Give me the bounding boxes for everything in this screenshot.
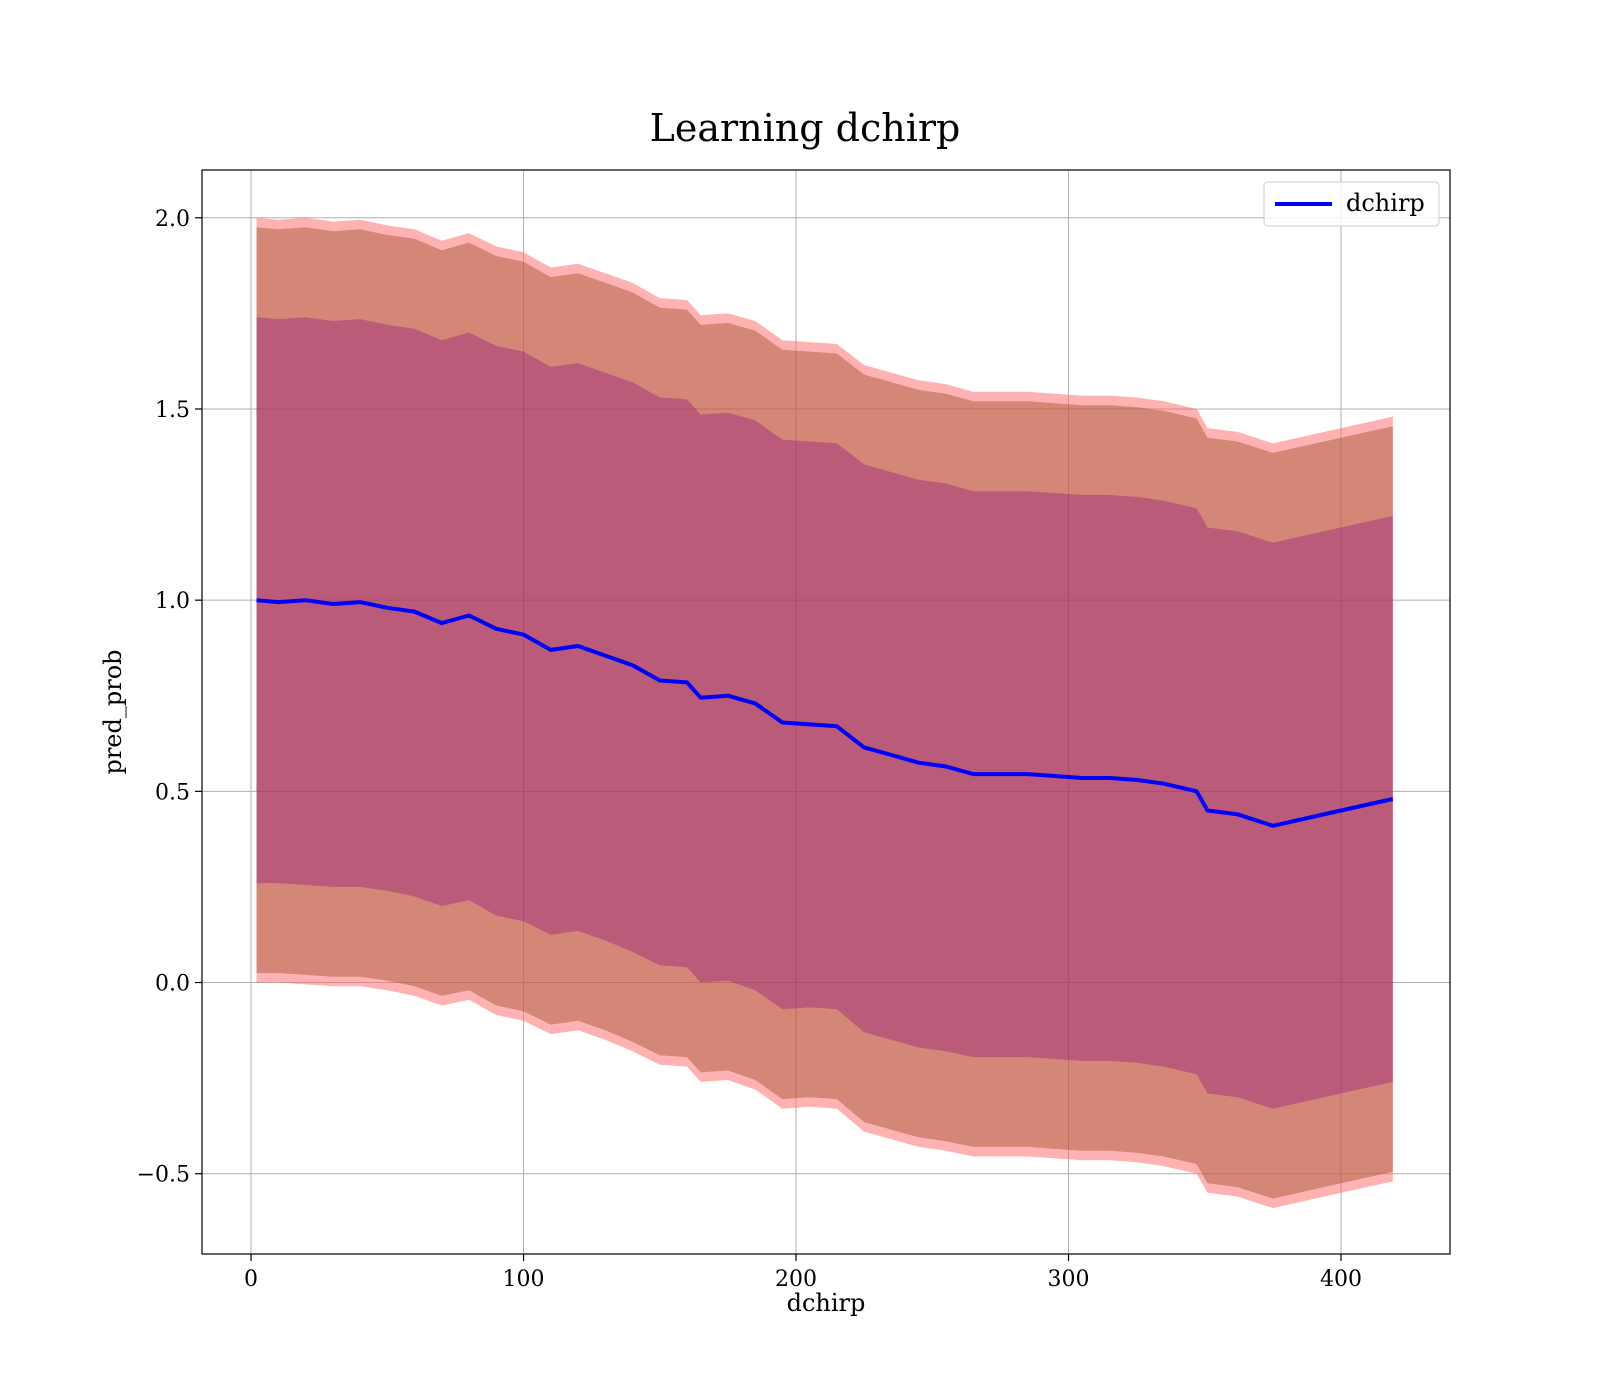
legend-entry-dchirp: dchirp bbox=[1346, 189, 1425, 217]
band-inner bbox=[256, 317, 1393, 1109]
y-tick-label-0: −0.5 bbox=[137, 1163, 190, 1188]
legend: dchirp bbox=[1263, 181, 1440, 227]
y-tick-label-3: 1.0 bbox=[155, 589, 190, 614]
chart-title: Learning dchirp bbox=[650, 106, 961, 150]
x-tick-label-4: 400 bbox=[1320, 1267, 1362, 1292]
confidence-bands bbox=[256, 217, 1393, 1209]
series-line-dchirp bbox=[256, 598, 1394, 828]
y-tick-label-1: 0.0 bbox=[155, 972, 190, 997]
band-middle bbox=[256, 227, 1393, 1199]
x-tick-label-0: 0 bbox=[244, 1267, 258, 1292]
y-tick-label-2: 0.5 bbox=[155, 780, 190, 805]
y-tick-label-5: 2.0 bbox=[155, 207, 190, 232]
legend-box bbox=[1263, 181, 1440, 227]
x-tick-label-3: 300 bbox=[1048, 1267, 1090, 1292]
series-lines bbox=[256, 598, 1394, 828]
x-tick-label-2: 200 bbox=[775, 1267, 817, 1292]
x-axis-label: dchirp bbox=[787, 1289, 866, 1317]
y-tick-label-4: 1.5 bbox=[155, 398, 190, 423]
y-axis-ticks: −0.5 0.0 0.5 1.0 1.5 2.0 bbox=[137, 207, 202, 1188]
y-axis-label: pred_prob bbox=[99, 649, 127, 774]
band-outer bbox=[256, 217, 1393, 1209]
x-tick-label-1: 100 bbox=[503, 1267, 545, 1292]
plot-area-frame bbox=[201, 169, 1451, 1255]
x-axis-ticks: 0 100 200 300 400 bbox=[244, 1254, 1362, 1292]
